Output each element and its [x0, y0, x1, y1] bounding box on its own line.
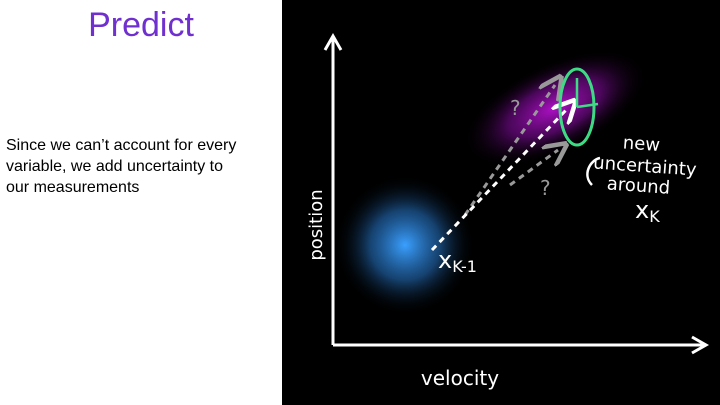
- y-axis-label: position: [306, 189, 327, 260]
- text-line: Since we can’t account for every: [6, 137, 237, 154]
- state-symbol: x: [635, 196, 649, 224]
- uncertainty-ellipse: [558, 67, 596, 147]
- question-mark: ?: [540, 176, 551, 200]
- state-previous: xK-1: [438, 246, 477, 276]
- figure: position velocity new uncertainty around…: [282, 0, 720, 405]
- pointer-arrow: [586, 156, 601, 186]
- x-axis-label: velocity: [421, 366, 499, 390]
- annotation-line: around: [606, 173, 671, 198]
- state-subscript: K: [649, 207, 660, 226]
- text-line: our measurements: [6, 179, 140, 196]
- question-mark: ?: [510, 96, 521, 120]
- blue-glow: [335, 175, 475, 315]
- body-text: Since we can’t account for every variabl…: [6, 135, 278, 198]
- text-line: variable, we add uncertainty to: [6, 158, 224, 175]
- state-next: xK: [635, 196, 660, 226]
- state-symbol: x: [438, 246, 452, 274]
- ellipse-axes: [575, 78, 599, 109]
- state-subscript: K-1: [452, 257, 477, 276]
- annotation-line: new: [622, 132, 661, 156]
- axes: [323, 32, 710, 355]
- alternative-arrows: [463, 85, 558, 216]
- slide-title: Predict: [88, 6, 194, 44]
